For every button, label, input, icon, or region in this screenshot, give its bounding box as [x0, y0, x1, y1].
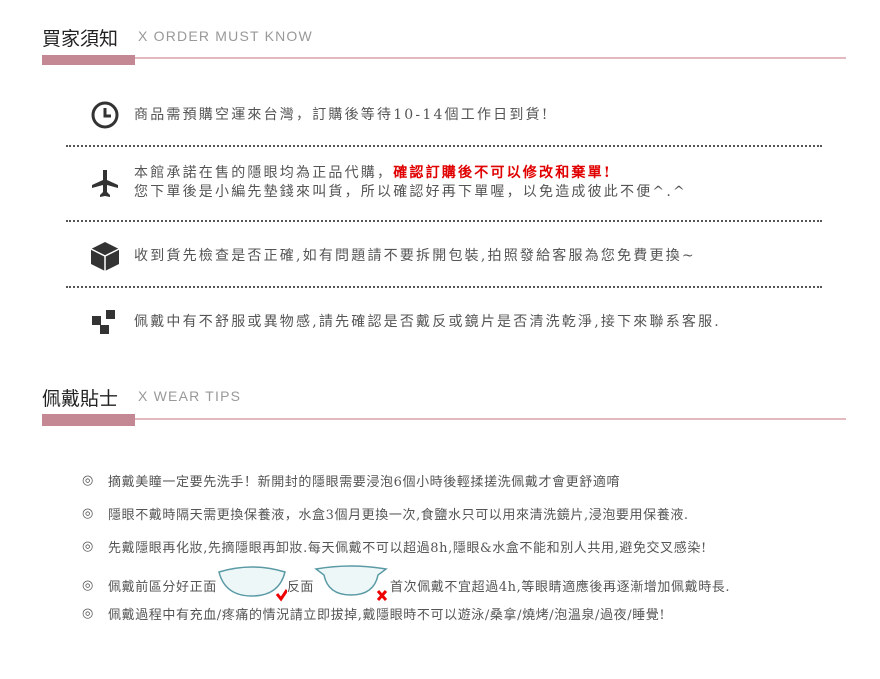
tip-text: 先戴隱眼再化妝,先摘隱眼再卸妝.每天佩戴不可以超過8h,隱眼&水盒不能和別人共用…	[108, 541, 707, 556]
airplane-icon	[88, 168, 122, 198]
wear-title: 佩戴貼士	[42, 388, 119, 410]
tip-item: ◎ 摘戴美瞳一定要先洗手！新開封的隱眼需要浸泡6個小時後輕揉搓洗佩戴才會更舒適唷	[82, 471, 620, 490]
notice-item: 本館承諾在售的隱眼均為正品代購，確認訂購後不可以修改和棄單! 您下單後是小編先墊…	[88, 164, 687, 202]
bullet-icon: ◎	[82, 473, 94, 488]
notice-item: 商品需預購空運來台灣，訂購後等待10-14個工作日到貨!	[88, 100, 550, 130]
tip-text: 隱眼不戴時隔天需更換保養液，水盒3個月更換一次,食鹽水只可以用來清洗鏡片,浸泡要…	[108, 508, 689, 523]
tip-text: 佩戴過程中有充血/疼痛的情況請立即拔掉,戴隱眼時不可以遊泳/桑拿/燒烤/泡溫泉/…	[108, 608, 666, 623]
tip-text: 反面	[286, 579, 315, 595]
order-subtitle: X ORDER MUST KNOW	[138, 28, 313, 44]
box-icon	[88, 240, 122, 272]
divider	[66, 286, 822, 288]
notice-text: 收到貨先檢查是否正確,如有問題請不要拆開包裝,拍照發給客服為您免費更換~	[134, 247, 696, 264]
notice-text: 本館承諾在售的隱眼均為正品代購，	[134, 165, 394, 181]
tip-text: 首次佩戴不宜超過4h,等眼睛適應後再逐漸增加佩戴時長.	[390, 579, 731, 595]
notice-text: 佩戴中有不舒服或異物感,請先確認是否戴反或鏡片是否清洗乾淨,接下來聯系客服.	[134, 313, 721, 330]
warning-text: 確認訂購後不可以修改和棄單!	[393, 165, 613, 181]
notice-text: 您下單後是小編先墊錢來叫貨，所以確認好再下單喔，以免造成彼此不便^.^	[134, 184, 687, 200]
bullet-icon: ◎	[82, 577, 94, 593]
tip-text: 佩戴前區分好正面	[108, 579, 217, 595]
order-title: 買家須知	[42, 28, 119, 50]
tip-item: ◎ 先戴隱眼再化妝,先摘隱眼再卸妝.每天佩戴不可以超過8h,隱眼&水盒不能和別人共…	[82, 537, 707, 556]
divider	[66, 220, 822, 222]
lens-inverted-icon	[314, 563, 390, 607]
header-line	[135, 57, 846, 59]
notice-item: 佩戴中有不舒服或異物感,請先確認是否戴反或鏡片是否清洗乾淨,接下來聯系客服.	[88, 308, 721, 336]
bullet-icon: ◎	[82, 606, 94, 621]
divider	[66, 145, 822, 147]
lens-correct-icon	[217, 564, 289, 606]
header-accent-bar	[42, 414, 135, 426]
tip-item: ◎ 隱眼不戴時隔天需更換保養液，水盒3個月更換一次,食鹽水只可以用來清洗鏡片,浸泡…	[82, 504, 689, 523]
header-accent-bar	[42, 55, 135, 65]
tip-item: ◎ 佩戴前區分好正面 反面 首次佩戴不宜超過4h,等眼睛適應後再逐漸增加佩戴時長…	[82, 563, 730, 607]
tip-text: 摘戴美瞳一定要先洗手！新開封的隱眼需要浸泡6個小時後輕揉搓洗佩戴才會更舒適唷	[108, 475, 621, 490]
notice-item: 收到貨先檢查是否正確,如有問題請不要拆開包裝,拍照發給客服為您免費更換~	[88, 240, 696, 272]
cubes-icon	[88, 308, 122, 336]
wear-subtitle: X WEAR TIPS	[138, 388, 242, 404]
tip-item: ◎ 佩戴過程中有充血/疼痛的情況請立即拔掉,戴隱眼時不可以遊泳/桑拿/燒烤/泡溫泉…	[82, 604, 665, 623]
bullet-icon: ◎	[82, 539, 94, 554]
clock-icon	[88, 100, 122, 130]
bullet-icon: ◎	[82, 506, 94, 521]
notice-text: 商品需預購空運來台灣，訂購後等待10-14個工作日到貨!	[134, 106, 550, 123]
header-line	[135, 418, 846, 420]
